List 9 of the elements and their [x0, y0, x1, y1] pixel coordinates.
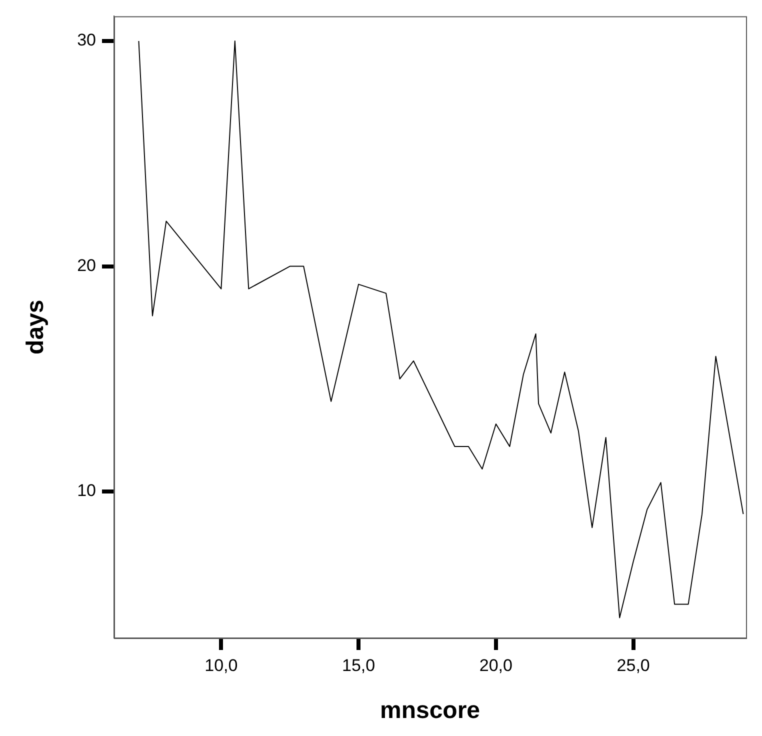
- x-tick-label: 25,0: [616, 656, 650, 675]
- y-axis-title: days: [22, 300, 50, 354]
- y-tick-label: 20: [77, 256, 96, 275]
- x-tick-label: 20,0: [479, 656, 512, 675]
- y-tick-label: 10: [77, 481, 96, 500]
- y-tick-label: 30: [77, 30, 96, 50]
- x-tick-label: 10,0: [204, 656, 238, 675]
- x-tick-label: 15,0: [342, 656, 376, 675]
- x-axis-title: mnscore: [380, 697, 480, 724]
